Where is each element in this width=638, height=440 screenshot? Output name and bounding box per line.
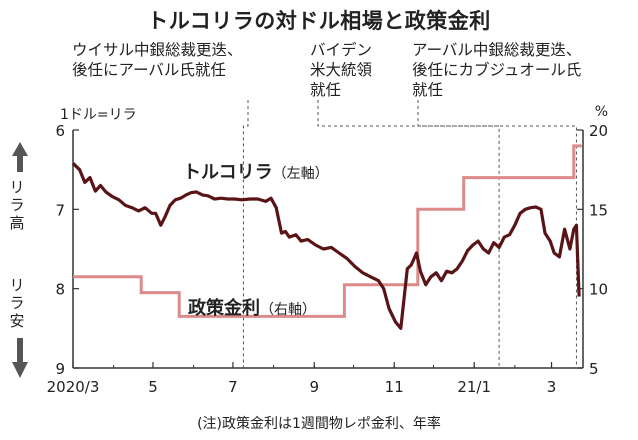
x-tick-label: 11 [385, 378, 404, 396]
event-guide-line [317, 100, 500, 368]
series-label-rate-axis: 右軸 [274, 302, 302, 318]
right-axis-unit: % [594, 104, 608, 120]
y-left-tick-label: 9 [55, 360, 65, 378]
chart-title: トルコリラの対ドル相場と政策金利 [147, 9, 491, 33]
event-guides [242, 100, 577, 368]
event-guide-line [242, 100, 249, 368]
series-label-lira: トルコリラ（左軸） [183, 162, 329, 183]
tick-labels: 6 7 8 9 20 15 10 5 2020/3 5 7 9 11 21/1 3 [47, 122, 608, 396]
lira-rate-line [71, 162, 581, 330]
x-tick-label: 7 [228, 378, 238, 396]
x-tick-label: 9 [309, 378, 319, 396]
series-label-lira-name: トルコリラ [183, 162, 273, 183]
event-guide-line [417, 100, 577, 368]
x-tick-label: 3 [547, 378, 557, 396]
series-group [71, 144, 582, 330]
chart-svg: 6 7 8 9 20 15 10 5 2020/3 5 7 9 11 21/1 3 トルコリラ（左軸） 政策… [12, 100, 608, 396]
x-tick-label: 5 [148, 378, 158, 396]
y-right-tick-label: 15 [589, 201, 608, 219]
lira-high-label: リラ高 [9, 178, 25, 232]
annotation-governor-replaced-2: アーバル中銀総裁更迭、 後任にカブジュオール氏 就任 [412, 41, 582, 99]
series-label-rate: 政策金利（右軸） [188, 297, 316, 319]
y-left-tick-label: 8 [55, 281, 65, 299]
x-tick-label: 21/1 [457, 378, 491, 396]
y-left-tick-label: 7 [55, 201, 65, 219]
down-arrow-icon [12, 338, 28, 378]
series-label-lira-axis: 左軸 [287, 166, 315, 182]
annotation-governor-replaced-1: ウイサル中銀総裁更迭、 後任にアーバル氏就任 [72, 41, 243, 79]
left-axis-unit: 1ドル=リラ [60, 107, 137, 123]
footnote: (注)政策金利は1週間物レポ金利、年率 [197, 416, 441, 432]
series-label-rate-name: 政策金利 [188, 297, 260, 319]
y-left-tick-label: 6 [55, 122, 65, 140]
annotation-biden-inauguration: バイデン 米大統領 就任 [310, 41, 373, 99]
lira-low-label: リラ安 [9, 276, 25, 330]
y-right-tick-label: 5 [589, 360, 599, 378]
y-right-tick-label: 20 [589, 122, 608, 140]
up-arrow-icon [12, 142, 28, 172]
x-tick-label: 2020/3 [47, 378, 100, 396]
y-right-tick-label: 10 [589, 281, 608, 299]
